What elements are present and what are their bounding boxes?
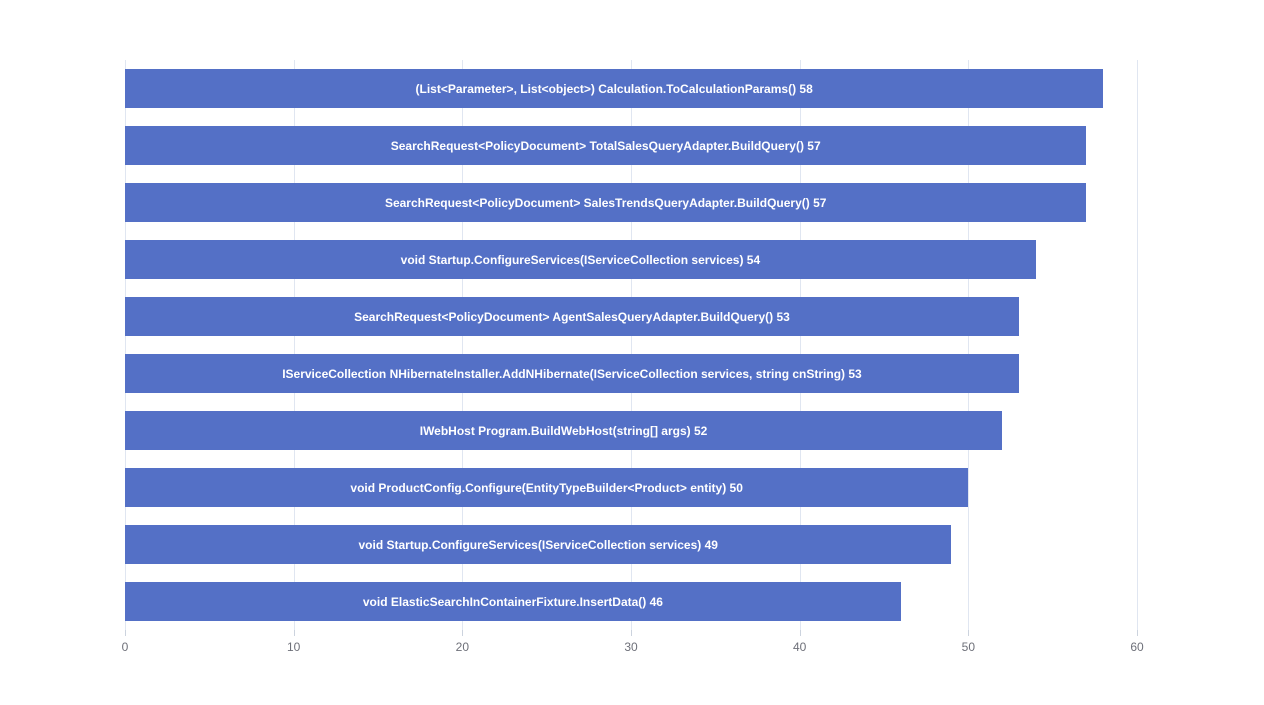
bar-label: void Startup.ConfigureServices(IServiceC… (358, 537, 718, 552)
gridline (462, 60, 464, 630)
axis-tick (1137, 630, 1138, 636)
bar[interactable]: SearchRequest<PolicyDocument> TotalSales… (125, 126, 1087, 165)
axis-tick-label: 50 (961, 640, 976, 654)
bar[interactable]: SearchRequest<PolicyDocument> SalesTrend… (125, 183, 1087, 222)
bar-label: SearchRequest<PolicyDocument> SalesTrend… (384, 195, 827, 210)
bar-row: void Startup.ConfigureServices(IServiceC… (125, 516, 1137, 573)
axis-tick-label: 30 (624, 640, 638, 654)
axis-tick (462, 630, 464, 636)
gridline (799, 60, 801, 630)
axis-tick (799, 630, 801, 636)
gridline (125, 60, 126, 630)
axis-tick (293, 630, 295, 636)
bar[interactable]: (List<Parameter>, List<object>) Calculat… (125, 69, 1104, 108)
bar-label: SearchRequest<PolicyDocument> TotalSales… (390, 138, 821, 153)
bar-row: (List<Parameter>, List<object>) Calculat… (125, 60, 1137, 117)
bar[interactable]: IWebHost Program.BuildWebHost(string[] a… (125, 411, 1003, 450)
bar-row: IServiceCollection NHibernateInstaller.A… (125, 345, 1137, 402)
axis-tick (968, 630, 970, 636)
axis-tick-label: 0 (121, 640, 129, 654)
axis-tick-label: 10 (286, 640, 301, 654)
bar-label: IServiceCollection NHibernateInstaller.A… (282, 366, 862, 381)
bar-label: SearchRequest<PolicyDocument> AgentSales… (354, 309, 790, 324)
bar[interactable]: SearchRequest<PolicyDocument> AgentSales… (125, 297, 1019, 336)
bar-row: void Startup.ConfigureServices(IServiceC… (125, 231, 1137, 288)
bar-label: void ElasticSearchInContainerFixture.Ins… (362, 594, 663, 609)
bar[interactable]: void Startup.ConfigureServices(IServiceC… (125, 525, 952, 564)
axis-tick-label: 60 (1130, 640, 1144, 654)
gridline (1137, 60, 1138, 630)
bar-row: SearchRequest<PolicyDocument> TotalSales… (125, 117, 1137, 174)
bar[interactable]: void ProductConfig.Configure(EntityTypeB… (125, 468, 969, 507)
gridline (968, 60, 970, 630)
bar[interactable]: void Startup.ConfigureServices(IServiceC… (125, 240, 1036, 279)
bar-row: IWebHost Program.BuildWebHost(string[] a… (125, 402, 1137, 459)
x-axis: 0 10 20 30 40 50 60 (121, 630, 1144, 662)
bar-label: void Startup.ConfigureServices(IServiceC… (400, 252, 761, 267)
axis-tick (631, 630, 632, 636)
axis-tick-label: 40 (792, 640, 807, 654)
bar-row: SearchRequest<PolicyDocument> SalesTrend… (125, 174, 1137, 231)
bar-label: IWebHost Program.BuildWebHost(string[] a… (419, 423, 708, 438)
bar-row: void ProductConfig.Configure(EntityTypeB… (125, 459, 1137, 516)
gridline (293, 60, 295, 630)
gridline (631, 60, 632, 630)
axis-tick-label: 20 (455, 640, 470, 654)
bar-row: void ElasticSearchInContainerFixture.Ins… (125, 573, 1137, 630)
bar-row: SearchRequest<PolicyDocument> AgentSales… (125, 288, 1137, 345)
bar-label: void ProductConfig.Configure(EntityTypeB… (350, 480, 743, 495)
plot-area: (List<Parameter>, List<object>) Calculat… (125, 60, 1138, 630)
axis-tick (125, 630, 126, 636)
bar-label: (List<Parameter>, List<object>) Calculat… (415, 81, 813, 96)
bar[interactable]: IServiceCollection NHibernateInstaller.A… (125, 354, 1019, 393)
bar[interactable]: void ElasticSearchInContainerFixture.Ins… (125, 582, 901, 621)
